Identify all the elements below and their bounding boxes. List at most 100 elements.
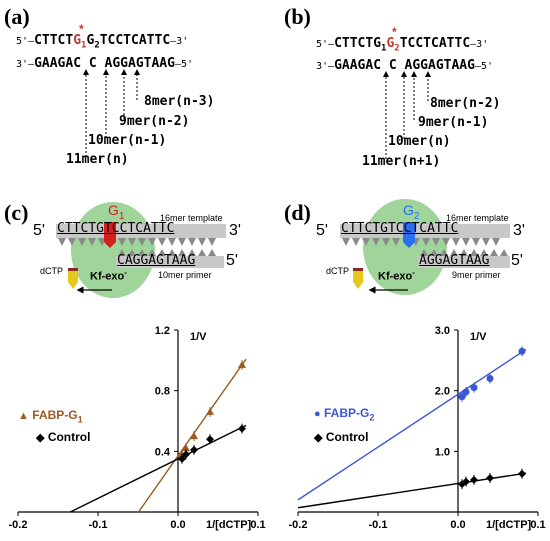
dctp-label-c: dCTP bbox=[40, 266, 64, 276]
legend-fabp-g1: ▲ FABP-G1 bbox=[18, 408, 83, 425]
diamond-icon: ◆ bbox=[314, 432, 323, 444]
dctp-icon bbox=[353, 270, 363, 282]
primer-teeth bbox=[118, 249, 216, 256]
diamond-icon: ◆ bbox=[36, 432, 45, 444]
label-9mer: 9mer(n-2) bbox=[119, 114, 190, 129]
enzyme-label-c: Kf-exo- bbox=[90, 268, 127, 283]
data-point bbox=[190, 432, 198, 440]
panel-a-top-strand: 5'—CTTCTG1G2TCCTCATTC—3' bbox=[16, 33, 189, 51]
x-axis-label: 1/[dCTP] bbox=[486, 519, 532, 531]
circle-icon: ● bbox=[314, 408, 321, 420]
data-point bbox=[238, 424, 246, 433]
modified-g2: G2 bbox=[386, 36, 400, 54]
panel-a-label: (a) bbox=[4, 4, 30, 29]
template-seq-d: CTTCTGTCCTCATTC bbox=[341, 221, 459, 236]
top-seq-left: CTTCT bbox=[34, 33, 74, 48]
modified-base-red bbox=[104, 222, 116, 248]
data-point bbox=[462, 388, 470, 396]
y-tick-label: 0.8 bbox=[155, 386, 170, 398]
data-point bbox=[206, 435, 214, 444]
template-bar bbox=[56, 224, 226, 238]
x-tick-label: -0.1 bbox=[89, 519, 108, 531]
fit-line bbox=[297, 348, 527, 501]
panel-b-label: (b) bbox=[284, 4, 311, 29]
data-point bbox=[470, 475, 478, 484]
data-point bbox=[470, 384, 478, 392]
legend-control-d: ◆ Control bbox=[314, 430, 369, 444]
three-prime-label: —3' bbox=[170, 36, 189, 47]
data-point bbox=[518, 347, 526, 355]
x-tick-label: -0.2 bbox=[289, 519, 308, 531]
label-11mer: 11mer(n+1) bbox=[362, 154, 441, 169]
panel-b-top-strand: 5'—CTTCTG1G2TCCTCATTC—3' bbox=[316, 36, 489, 54]
data-point bbox=[462, 477, 470, 486]
data-point bbox=[238, 360, 246, 368]
x-tick-label: 0.1 bbox=[250, 519, 265, 531]
primer-label-c: 10mer primer bbox=[158, 270, 212, 280]
label-10mer: 10mer(n-1) bbox=[88, 133, 167, 148]
primer-bar bbox=[116, 256, 224, 268]
template-label-c: 16mer template bbox=[160, 213, 223, 223]
x-axis-label: 1/[dCTP] bbox=[206, 519, 252, 531]
asterisk-icon: * bbox=[392, 25, 397, 39]
three-prime-d: 3' bbox=[513, 222, 525, 239]
x-tick-label: 0.1 bbox=[530, 519, 545, 531]
three-prime-c: 3' bbox=[229, 222, 241, 239]
y-tick-label: 0.4 bbox=[155, 446, 171, 458]
data-point bbox=[182, 450, 190, 459]
top-seq-right: TCCTCATTC bbox=[99, 33, 171, 48]
label-8mer: 8mer(n-2) bbox=[430, 96, 501, 111]
five-prime-d: 5' bbox=[316, 222, 328, 239]
triangle-icon: ▲ bbox=[18, 410, 29, 422]
primer-seq-d: AGGAGTAAG bbox=[419, 253, 490, 268]
template-label-d: 16mer template bbox=[446, 213, 509, 223]
x-tick-label: 0.0 bbox=[170, 519, 185, 531]
g2-base: G bbox=[86, 33, 95, 48]
y-tick-label: 1.0 bbox=[435, 446, 450, 458]
enzyme-label-d: Kf-exo- bbox=[378, 268, 415, 283]
x-tick-label: 0.0 bbox=[450, 519, 465, 531]
x-tick-label: -0.1 bbox=[369, 519, 388, 531]
modified-g1: G1 bbox=[73, 33, 87, 51]
label-9mer: 9mer(n-1) bbox=[418, 115, 489, 130]
data-point bbox=[190, 445, 198, 454]
data-point bbox=[486, 474, 494, 483]
y-axis-label: 1/V bbox=[470, 331, 487, 343]
data-point bbox=[182, 444, 190, 452]
primer-five-c: 5' bbox=[226, 252, 238, 269]
y-axis-label: 1/V bbox=[190, 331, 207, 343]
data-point bbox=[178, 454, 186, 463]
asterisk-icon: * bbox=[79, 22, 84, 36]
mod-label-d: G2 bbox=[403, 202, 420, 222]
primer-teeth bbox=[420, 249, 508, 256]
template-teeth bbox=[58, 238, 216, 246]
y-tick-label: 1.2 bbox=[155, 325, 170, 337]
data-point bbox=[458, 393, 466, 401]
primer-bar bbox=[418, 256, 510, 268]
modified-base-blue bbox=[403, 222, 415, 248]
five-prime-label: 5'— bbox=[16, 36, 35, 47]
label-8mer: 8mer(n-3) bbox=[144, 94, 215, 109]
primer-five-d: 5' bbox=[511, 252, 523, 269]
data-point bbox=[206, 407, 214, 415]
dctp-icon bbox=[68, 270, 78, 282]
panel-a-bottom-strand: 3'—GAAGAC C AGGAGTAAG—5' bbox=[16, 56, 194, 71]
panel-d-label: (d) bbox=[284, 200, 311, 225]
data-point bbox=[518, 469, 526, 478]
primer-seq-c: CAGGAGTAAG bbox=[117, 253, 196, 268]
x-tick-label: -0.2 bbox=[9, 519, 28, 531]
panel-b-bottom-strand: 3'—GAAGAC C AGGAGTAAG—5' bbox=[316, 58, 494, 73]
data-point bbox=[486, 375, 494, 383]
legend-fabp-g2: ● FABP-G2 bbox=[314, 406, 375, 423]
template-teeth bbox=[342, 238, 500, 246]
five-prime-c: 5' bbox=[33, 222, 45, 239]
y-tick-label: 2.0 bbox=[435, 386, 450, 398]
y-tick-label: 3.0 bbox=[435, 325, 450, 337]
fit-line bbox=[69, 424, 247, 513]
label-11mer: 11mer(n) bbox=[66, 152, 129, 167]
dctp-label-d: dCTP bbox=[326, 266, 350, 276]
